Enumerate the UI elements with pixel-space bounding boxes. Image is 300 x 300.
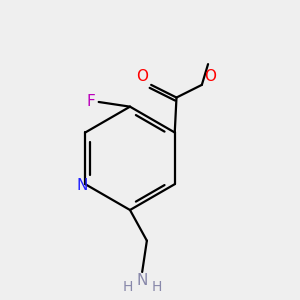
Text: H: H <box>122 280 133 294</box>
Text: O: O <box>136 69 148 84</box>
Text: N: N <box>136 273 148 288</box>
Text: H: H <box>152 280 162 294</box>
Text: O: O <box>205 69 217 84</box>
Text: N: N <box>77 178 88 193</box>
Text: F: F <box>87 94 95 110</box>
